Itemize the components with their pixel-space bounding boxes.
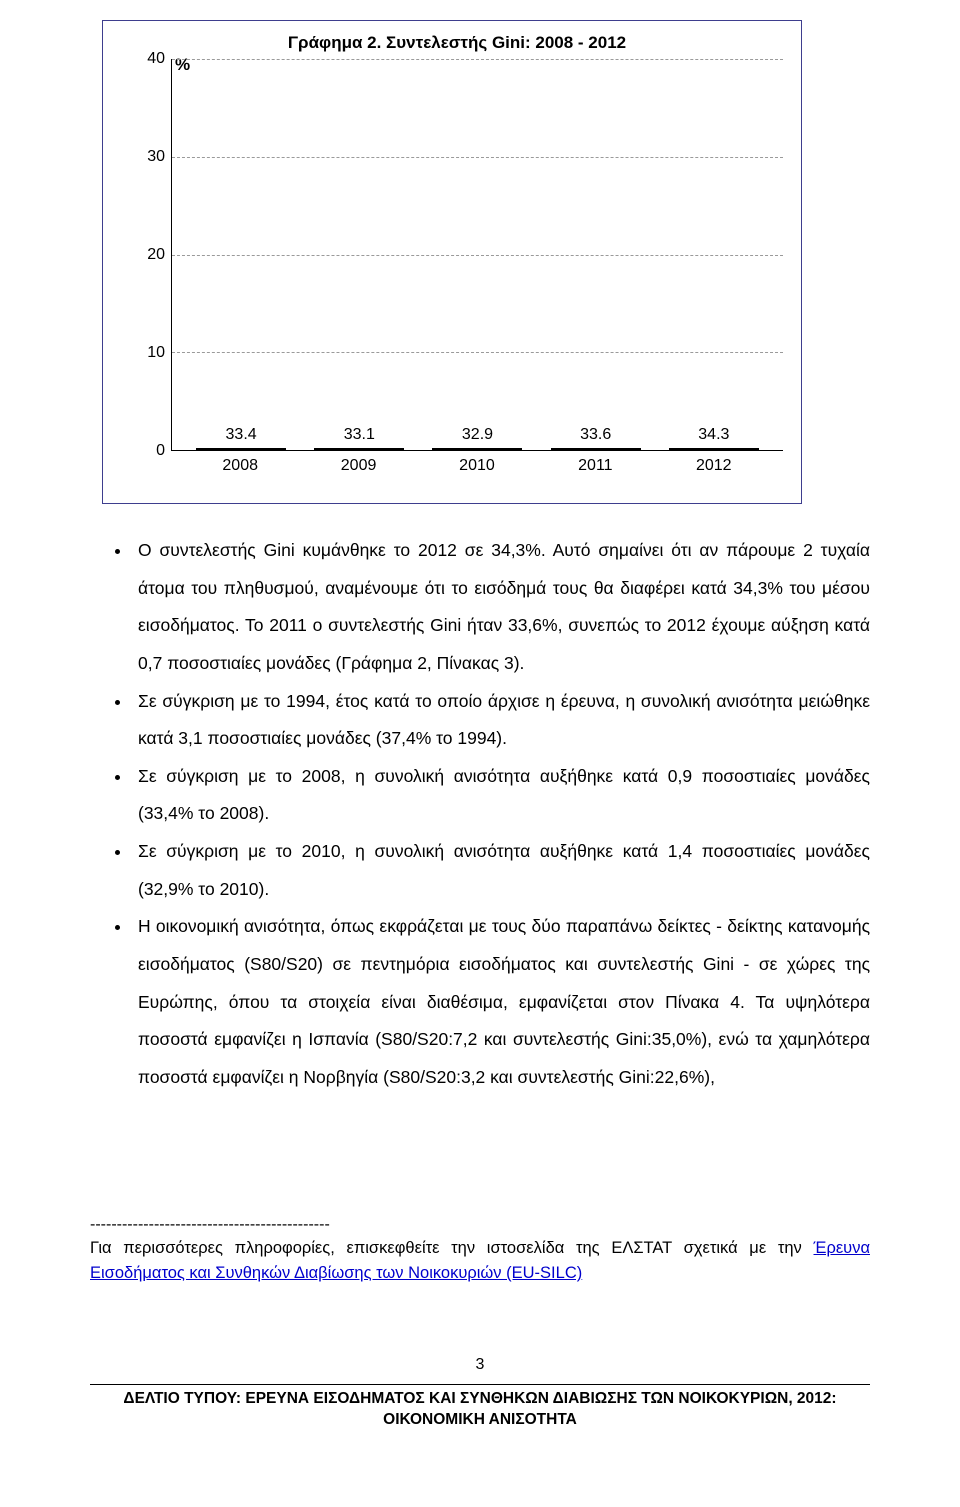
bar: 34.3 <box>669 426 759 450</box>
page: Γράφημα 2. Συντελεστής Gini: 2008 - 2012… <box>0 0 960 1507</box>
bullet-item: Σε σύγκριση με το 2008, η συνολική ανισό… <box>132 758 870 833</box>
bar: 33.6 <box>551 426 641 450</box>
bar-rect <box>196 448 286 450</box>
x-label: 2010 <box>432 457 522 489</box>
bar-rect <box>432 448 522 450</box>
bullet-item: Ο συντελεστής Gini κυμάνθηκε το 2012 σε … <box>132 532 870 683</box>
x-label: 2009 <box>314 457 404 489</box>
bar-value-label: 34.3 <box>698 426 729 444</box>
chart-title: Γράφημα 2. Συντελεστής Gini: 2008 - 2012 <box>131 33 783 53</box>
x-label: 2008 <box>195 457 285 489</box>
bar-value-label: 32.9 <box>462 426 493 444</box>
reference-note: Για περισσότερες πληροφορίες, επισκεφθεί… <box>90 1236 870 1286</box>
chart-area: % 40 30 20 10 0 33.433.132.933.634.3 200… <box>131 59 783 489</box>
y-axis: 40 30 20 10 0 <box>131 59 171 451</box>
bullet-item: Η οικονομική ανισότητα, όπως εκφράζεται … <box>132 908 870 1096</box>
y-tick: 20 <box>147 246 165 264</box>
bar-rect <box>314 448 404 450</box>
bullet-item: Σε σύγκριση με το 2010, η συνολική ανισό… <box>132 833 870 908</box>
bar: 33.1 <box>314 426 404 450</box>
y-tick: 40 <box>147 50 165 68</box>
x-label: 2012 <box>669 457 759 489</box>
bar: 33.4 <box>196 426 286 450</box>
bar-value-label: 33.1 <box>344 426 375 444</box>
bar-rect <box>669 448 759 450</box>
bullet-list: Ο συντελεστής Gini κυμάνθηκε το 2012 σε … <box>90 532 870 1096</box>
bar-value-label: 33.4 <box>226 426 257 444</box>
refnote-text: Για περισσότερες πληροφορίες, επισκεφθεί… <box>90 1239 814 1257</box>
y-tick: 0 <box>156 442 165 460</box>
bar: 32.9 <box>432 426 522 450</box>
bar-value-label: 33.6 <box>580 426 611 444</box>
bar-rect <box>551 448 641 450</box>
page-footer: ΔΕΛΤΙΟ ΤΥΠΟΥ: ΕΡΕΥΝΑ ΕΙΣΟΔΗΜΑΤΟΣ ΚΑΙ ΣΥΝ… <box>90 1384 870 1431</box>
x-axis-labels: 2008 2009 2010 2011 2012 <box>171 451 783 489</box>
page-number: 3 <box>90 1356 870 1374</box>
x-label: 2011 <box>550 457 640 489</box>
gini-chart-frame: Γράφημα 2. Συντελεστής Gini: 2008 - 2012… <box>102 20 802 504</box>
footer-line-1: ΔΕΛΤΙΟ ΤΥΠΟΥ: ΕΡΕΥΝΑ ΕΙΣΟΔΗΜΑΤΟΣ ΚΑΙ ΣΥΝ… <box>123 1390 836 1407</box>
plot-area: 33.4 33.1 32.9 33.6 34.3 <box>171 59 783 451</box>
separator-dashes: ----------------------------------------… <box>90 1216 870 1234</box>
footer-line-2: ΟΙΚΟΝΟΜΙΚΗ ΑΝΙΣΟΤΗΤΑ <box>383 1411 577 1428</box>
y-tick: 10 <box>147 344 165 362</box>
bars-container: 33.4 33.1 32.9 33.6 34.3 <box>172 59 783 450</box>
y-tick: 30 <box>147 148 165 166</box>
bullet-item: Σε σύγκριση με το 1994, έτος κατά το οπο… <box>132 683 870 758</box>
